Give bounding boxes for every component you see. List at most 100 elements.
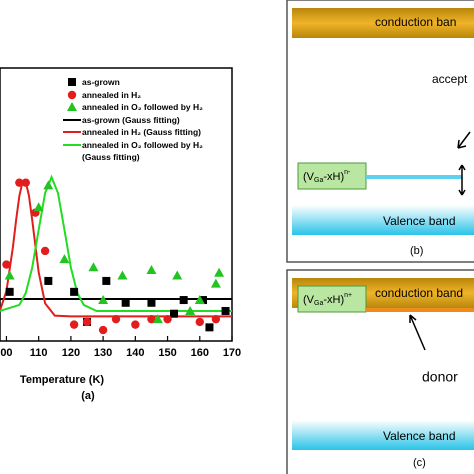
band-label: Valence band [383,214,456,228]
point [194,295,205,305]
point [67,90,77,99]
point [40,246,50,256]
point [5,287,14,296]
legend-symbol [63,143,81,146]
defect-label: (VGa-xH)n- [303,169,351,184]
point [15,178,24,187]
point [195,317,204,327]
point [88,262,99,272]
legend-symbol [67,90,77,99]
defect-box [297,162,367,190]
point [146,265,157,275]
arrow [457,131,471,149]
x-tick-label: 170 [223,347,241,359]
point [131,320,140,329]
x-tick-label: 150 [158,347,176,359]
legend-item: as-grown (Gauss fitting) [62,114,230,127]
point [67,102,77,111]
point [163,314,172,324]
legend-label: as-grown (Gauss fitting) [82,114,180,125]
x-axis-label: Temperature (K) [20,374,104,386]
plot-frame [0,67,233,342]
legend-item: annealed in H₂ [62,89,230,102]
point [147,314,156,324]
level-label: donor [422,369,458,385]
point [98,325,108,335]
conduction-band [292,8,474,38]
point [68,78,76,86]
defect-level [366,308,474,312]
point [185,305,196,315]
legend-label: as-grown [82,77,120,87]
point [70,287,79,296]
band-label: conduction band [375,286,463,300]
arrow [409,314,426,351]
band-label: conduction ban [375,15,456,29]
caption: (a) [81,390,95,402]
point [69,320,79,329]
valence-band [292,420,474,450]
point [121,298,130,307]
point [111,314,121,324]
legend-symbol [67,102,77,111]
point [44,276,53,285]
point [170,309,178,318]
fit-line [0,174,232,312]
point [152,314,163,324]
point [221,306,230,315]
diagram-b: conduction ban accept (VGa-xH)n- Valence… [286,0,474,263]
point [179,296,188,305]
point [147,298,156,307]
point [43,180,54,190]
point [82,317,92,327]
point [117,270,128,280]
legend-label: annealed in H₂ (Gauss fitting) [82,127,202,137]
point [211,314,221,324]
panel-frame [286,0,474,263]
legend-item: annealed in O₂ followed by H₂ (Gauss fit… [62,139,230,164]
legend-label: annealed in O₂ followed by H₂ [82,102,203,112]
point [33,202,44,212]
legend-item: annealed in O₂ followed by H₂ [62,101,230,114]
point [205,323,214,332]
point [4,270,15,280]
point [172,270,183,280]
point [199,296,207,305]
point [59,254,70,264]
point [214,267,225,277]
diagram-c: conduction band (VGa-xH)n+ donor Valence… [286,269,474,474]
plot: Temperature (K) (a) 00 110 120 130 140 150 160… [0,67,241,402]
legend: as-grown annealed in H₂ annealed in O₂ fol… [62,76,230,164]
legend-item: as-grown [62,76,230,89]
x-tick-label: 130 [94,347,112,359]
band-label: Valence band [383,429,456,443]
point [21,178,30,187]
legend-label: annealed in H₂ [82,89,142,100]
defect-level [366,175,462,179]
x-tick-label: 160 [191,347,209,359]
point [210,278,221,288]
arrow [458,164,466,196]
point [102,276,111,285]
x-tick-label: 110 [30,347,48,359]
defect-box [297,285,367,313]
caption: (c) [413,457,426,469]
point [98,295,109,305]
point [2,260,11,269]
defect-label: (VGa-xH)n+ [303,292,352,307]
fit-line [0,180,232,318]
x-tick-label: 00 [0,347,12,359]
legend-label: annealed in O₂ followed by H₂ (Gauss fit… [82,139,203,163]
caption: (b) [410,245,423,257]
legend-symbol [63,118,81,121]
valence-band [292,205,474,235]
panel-frame [286,269,474,474]
x-tick-label: 140 [126,347,144,359]
legend-item: annealed in H₂ (Gauss fitting) [62,126,230,139]
x-tick-label: 120 [62,347,80,359]
level-label: accept [432,72,468,86]
legend-symbol [63,131,81,133]
legend-symbol [68,78,76,86]
